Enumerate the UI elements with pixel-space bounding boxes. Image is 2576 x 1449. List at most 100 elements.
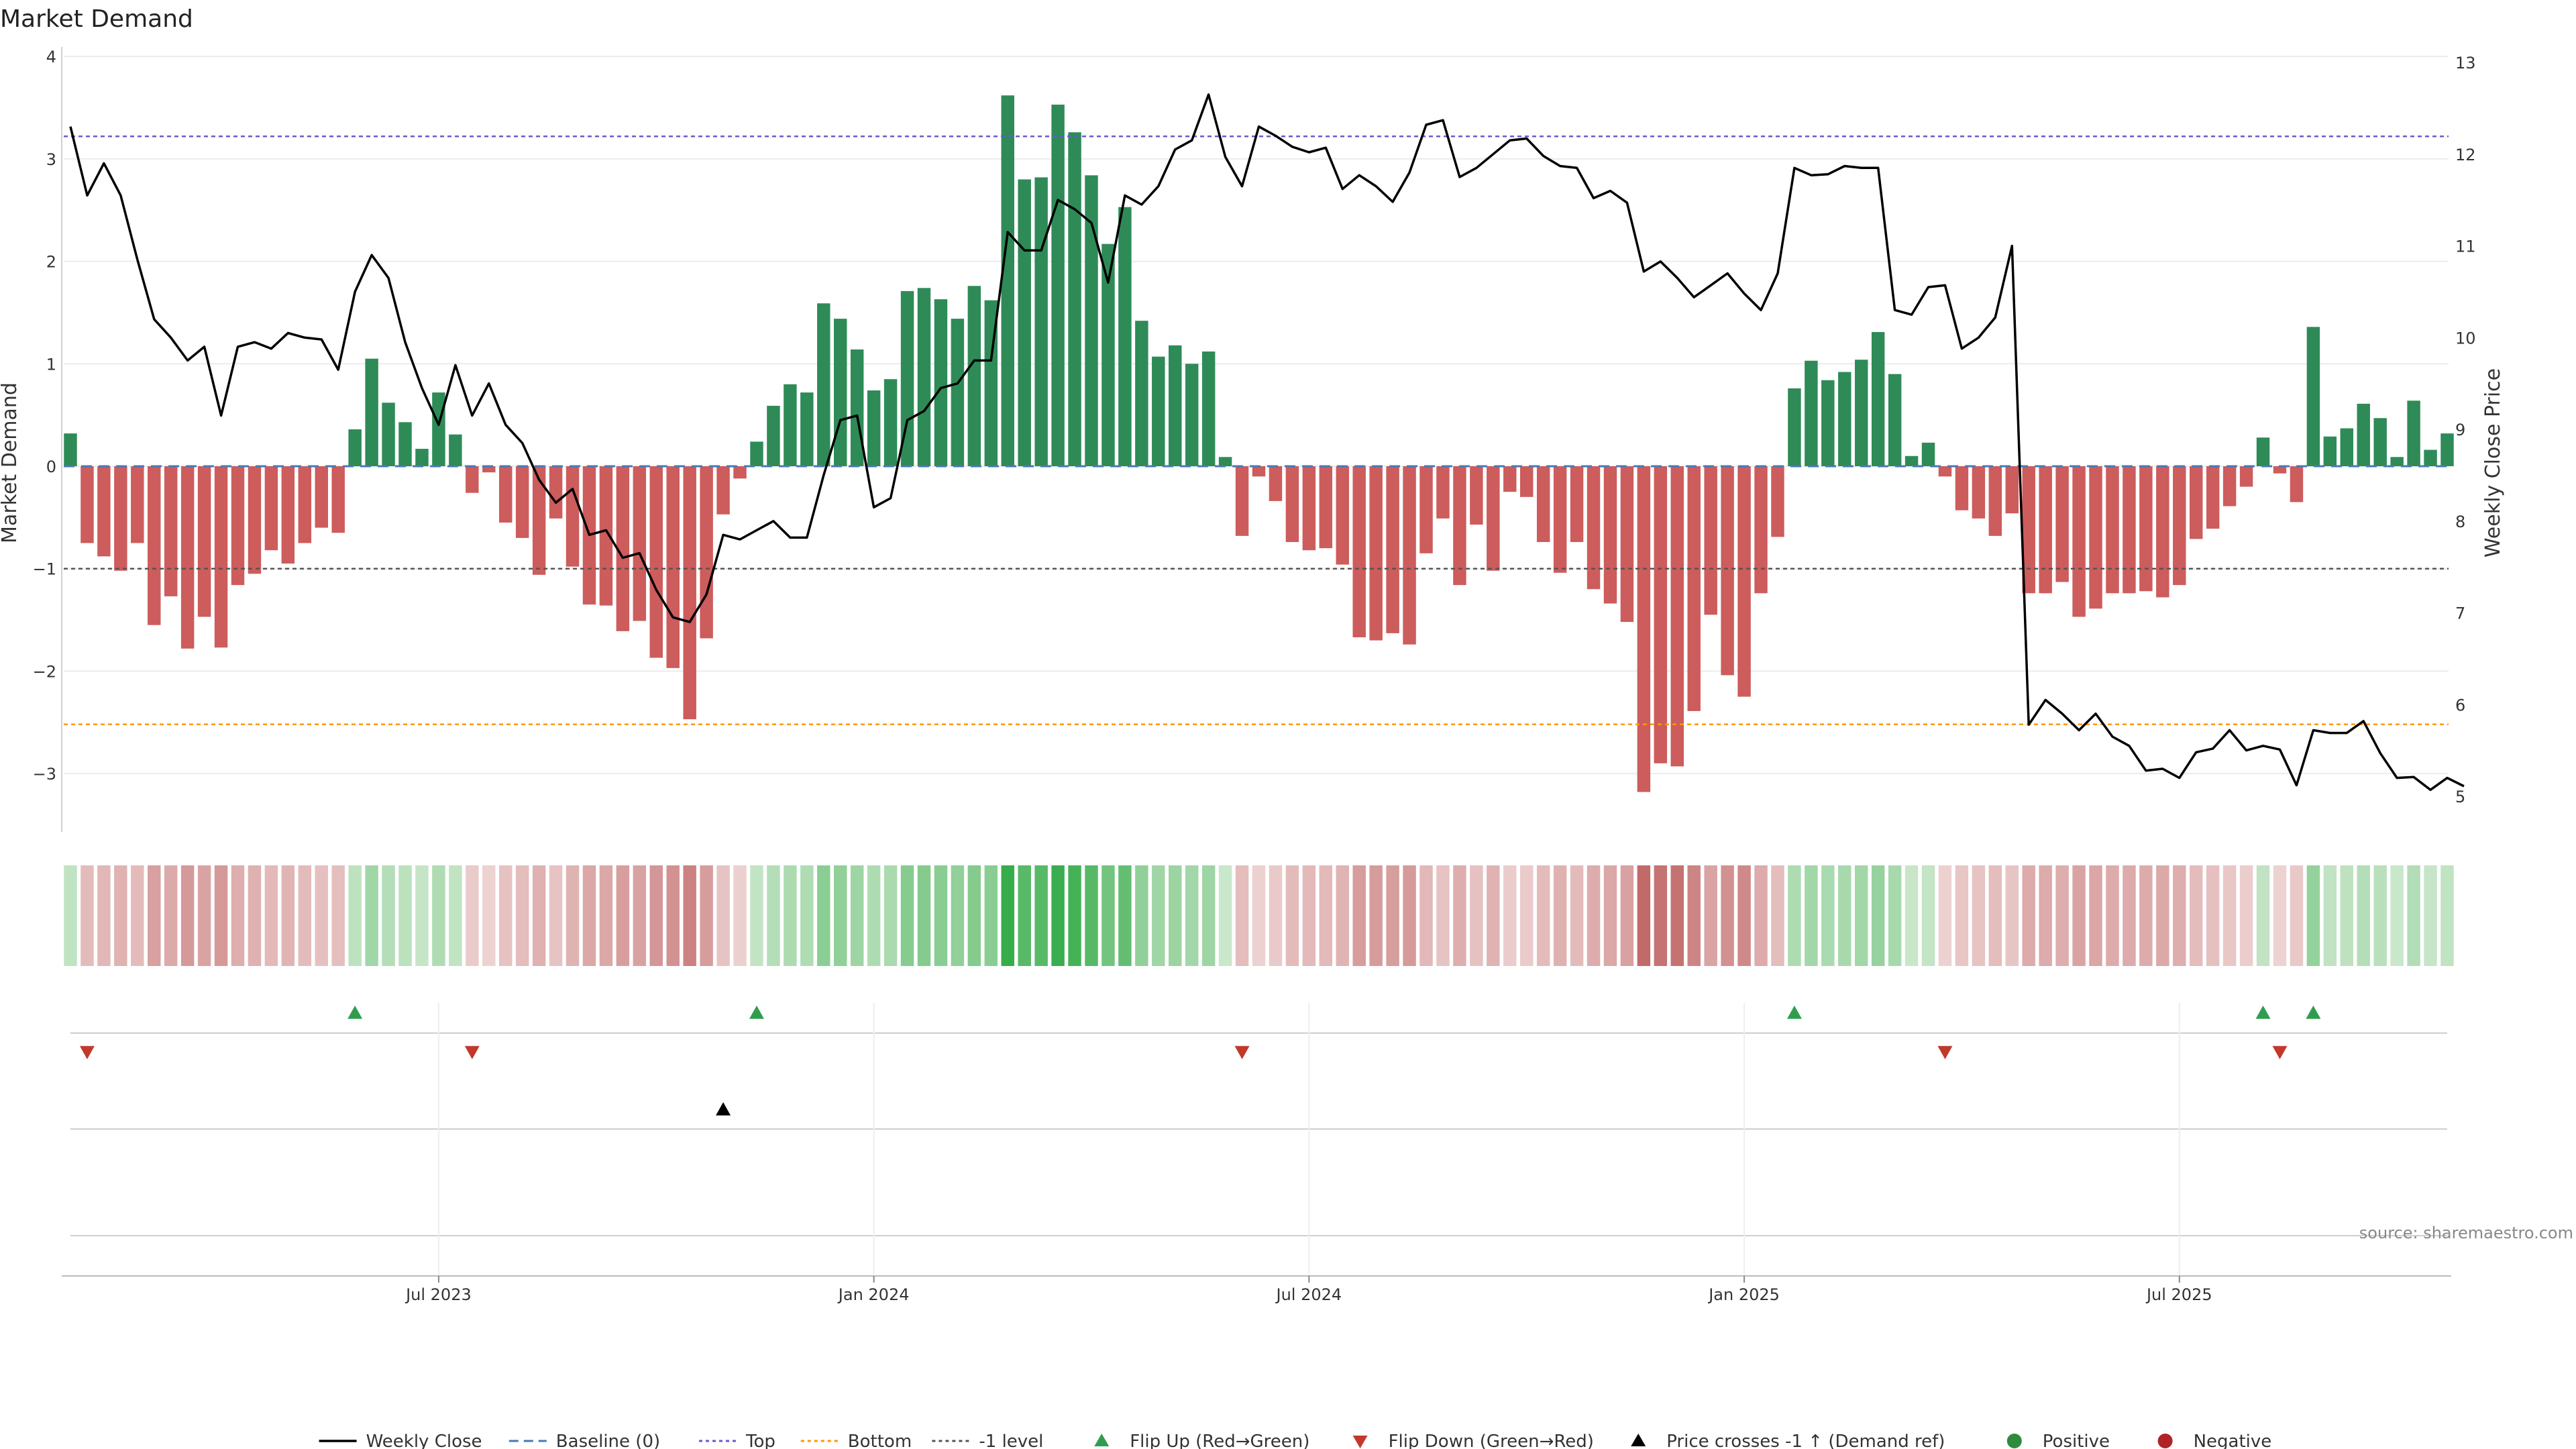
heat-cell <box>1620 865 1634 966</box>
heat-cell <box>2357 865 2370 966</box>
heat-cell <box>1904 865 1919 966</box>
heat-cell <box>331 865 345 966</box>
heat-cell <box>599 865 613 966</box>
heat-cell <box>1419 865 1433 966</box>
negative-bar <box>466 466 479 493</box>
heat-cell <box>1838 865 1851 966</box>
heat-cell <box>1487 865 1500 966</box>
heat-cell <box>549 865 563 966</box>
positive-bar <box>951 319 965 466</box>
heat-cell <box>1654 865 1668 966</box>
positive-bar <box>750 441 763 466</box>
positive-bar <box>967 286 981 466</box>
flip-up-marker <box>2306 1006 2321 1019</box>
positive-bar <box>2306 327 2320 466</box>
negative-bar <box>532 466 546 575</box>
negative-bar <box>2156 466 2169 598</box>
heat-cell <box>532 865 546 966</box>
heat-cell <box>834 865 847 966</box>
heat-cell <box>1470 865 1483 966</box>
flip-up-marker <box>347 1006 363 1019</box>
heat-cell <box>1102 865 1115 966</box>
flip-down-marker <box>1234 1046 1250 1059</box>
negative-bar <box>2055 466 2069 582</box>
heat-cell <box>1603 865 1617 966</box>
heat-cell <box>1955 865 1969 966</box>
legend-label: Positive <box>2043 1432 2110 1449</box>
heat-cell <box>248 865 262 966</box>
heat-cell <box>1754 865 1768 966</box>
heat-cell <box>1085 865 1098 966</box>
heat-cell <box>415 865 429 966</box>
right-tick-label: 8 <box>2455 513 2465 531</box>
negative-bar <box>1955 466 1969 511</box>
legend-item: -1 level <box>932 1432 1043 1449</box>
positive-bar <box>1838 372 1851 466</box>
negative-bar <box>649 466 663 658</box>
negative-bar <box>1487 466 1500 571</box>
negative-bar <box>2123 466 2136 594</box>
x-tick-label: Jul 2025 <box>2145 1285 2212 1304</box>
positive-bar <box>2256 437 2270 466</box>
heat-cell <box>716 865 730 966</box>
negative-bar <box>180 466 195 649</box>
positive-bar <box>449 434 462 466</box>
right-tick-label: 5 <box>2455 788 2465 806</box>
heat-cell <box>2424 865 2437 966</box>
negative-bar <box>114 466 127 571</box>
heat-cell <box>382 865 395 966</box>
heat-cell <box>2039 865 2052 966</box>
negative-bar <box>482 466 496 473</box>
negative-bar <box>248 466 262 574</box>
legend-item: Baseline (0) <box>508 1432 660 1449</box>
negative-bar <box>148 466 161 625</box>
demand-heat-strip <box>64 865 2454 966</box>
heat-cell <box>114 865 127 966</box>
reference-lines <box>64 136 2449 726</box>
heat-cell <box>2239 865 2253 966</box>
heat-cell <box>2340 865 2354 966</box>
positive-bar <box>1201 351 1216 466</box>
heat-cell <box>649 865 663 966</box>
legend-item: Weekly Close <box>319 1432 482 1449</box>
negative-bar <box>2273 466 2287 474</box>
heat-cell <box>1302 865 1316 966</box>
heat-cell <box>1018 865 1031 966</box>
heat-cell <box>398 865 412 966</box>
legend-label: Negative <box>2194 1432 2272 1449</box>
negative-bar <box>616 466 630 631</box>
heat-cell <box>2206 865 2220 966</box>
heat-cell <box>315 865 328 966</box>
positive-bar <box>1051 104 1065 466</box>
negative-bar <box>214 466 228 648</box>
legend-label: Bottom <box>848 1432 912 1449</box>
heat-cell <box>2373 865 2387 966</box>
heat-cell <box>1352 865 1366 966</box>
positive-bar <box>1118 207 1132 466</box>
legend-label: Weekly Close <box>366 1432 482 1449</box>
positive-bar <box>2323 436 2337 466</box>
negative-bar <box>498 466 513 523</box>
legend: Weekly Close Baseline (0) Top Bottom -1 leve… <box>319 1432 2272 1449</box>
heat-cell <box>365 865 378 966</box>
negative-bar <box>1771 466 1784 537</box>
positive-bar <box>1034 177 1048 466</box>
heat-cell <box>1152 865 1165 966</box>
demand-bars <box>64 95 2454 792</box>
positive-bar <box>1218 457 1232 466</box>
heat-cell <box>1805 865 1818 966</box>
negative-bar <box>2005 466 2019 514</box>
right-axis-ticks: 13 12 11 10 9 8 7 6 5 <box>2455 54 2476 806</box>
heat-cell <box>180 865 195 966</box>
positive-bar <box>900 290 914 466</box>
negative-bar <box>2206 466 2220 529</box>
heat-cell <box>348 865 362 966</box>
negative-bar <box>131 466 144 543</box>
legend-swatch-triangle-up <box>1631 1434 1646 1446</box>
heat-cell <box>2440 865 2454 966</box>
negative-bar <box>1336 466 1349 565</box>
positive-bar <box>2424 449 2437 466</box>
negative-bar <box>1721 466 1734 676</box>
heat-cell <box>1536 865 1550 966</box>
negative-bar <box>1587 466 1601 590</box>
